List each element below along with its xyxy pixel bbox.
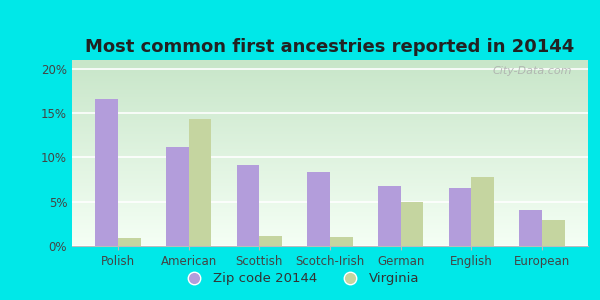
Bar [378, 186, 401, 246]
Bar [330, 237, 353, 246]
Bar [520, 210, 542, 246]
Bar [307, 172, 330, 246]
Bar [259, 236, 282, 246]
Bar [237, 165, 259, 246]
Text: City-Data.com: City-Data.com [493, 66, 572, 76]
Bar [542, 220, 565, 246]
Bar [95, 99, 118, 246]
Title: Most common first ancestries reported in 20144: Most common first ancestries reported in… [85, 38, 575, 56]
Bar [449, 188, 471, 246]
Bar [166, 147, 189, 246]
Bar [118, 238, 140, 246]
Legend: Zip code 20144, Virginia: Zip code 20144, Virginia [176, 267, 424, 290]
Bar [471, 177, 494, 246]
Bar [401, 202, 423, 246]
Bar [189, 119, 211, 246]
